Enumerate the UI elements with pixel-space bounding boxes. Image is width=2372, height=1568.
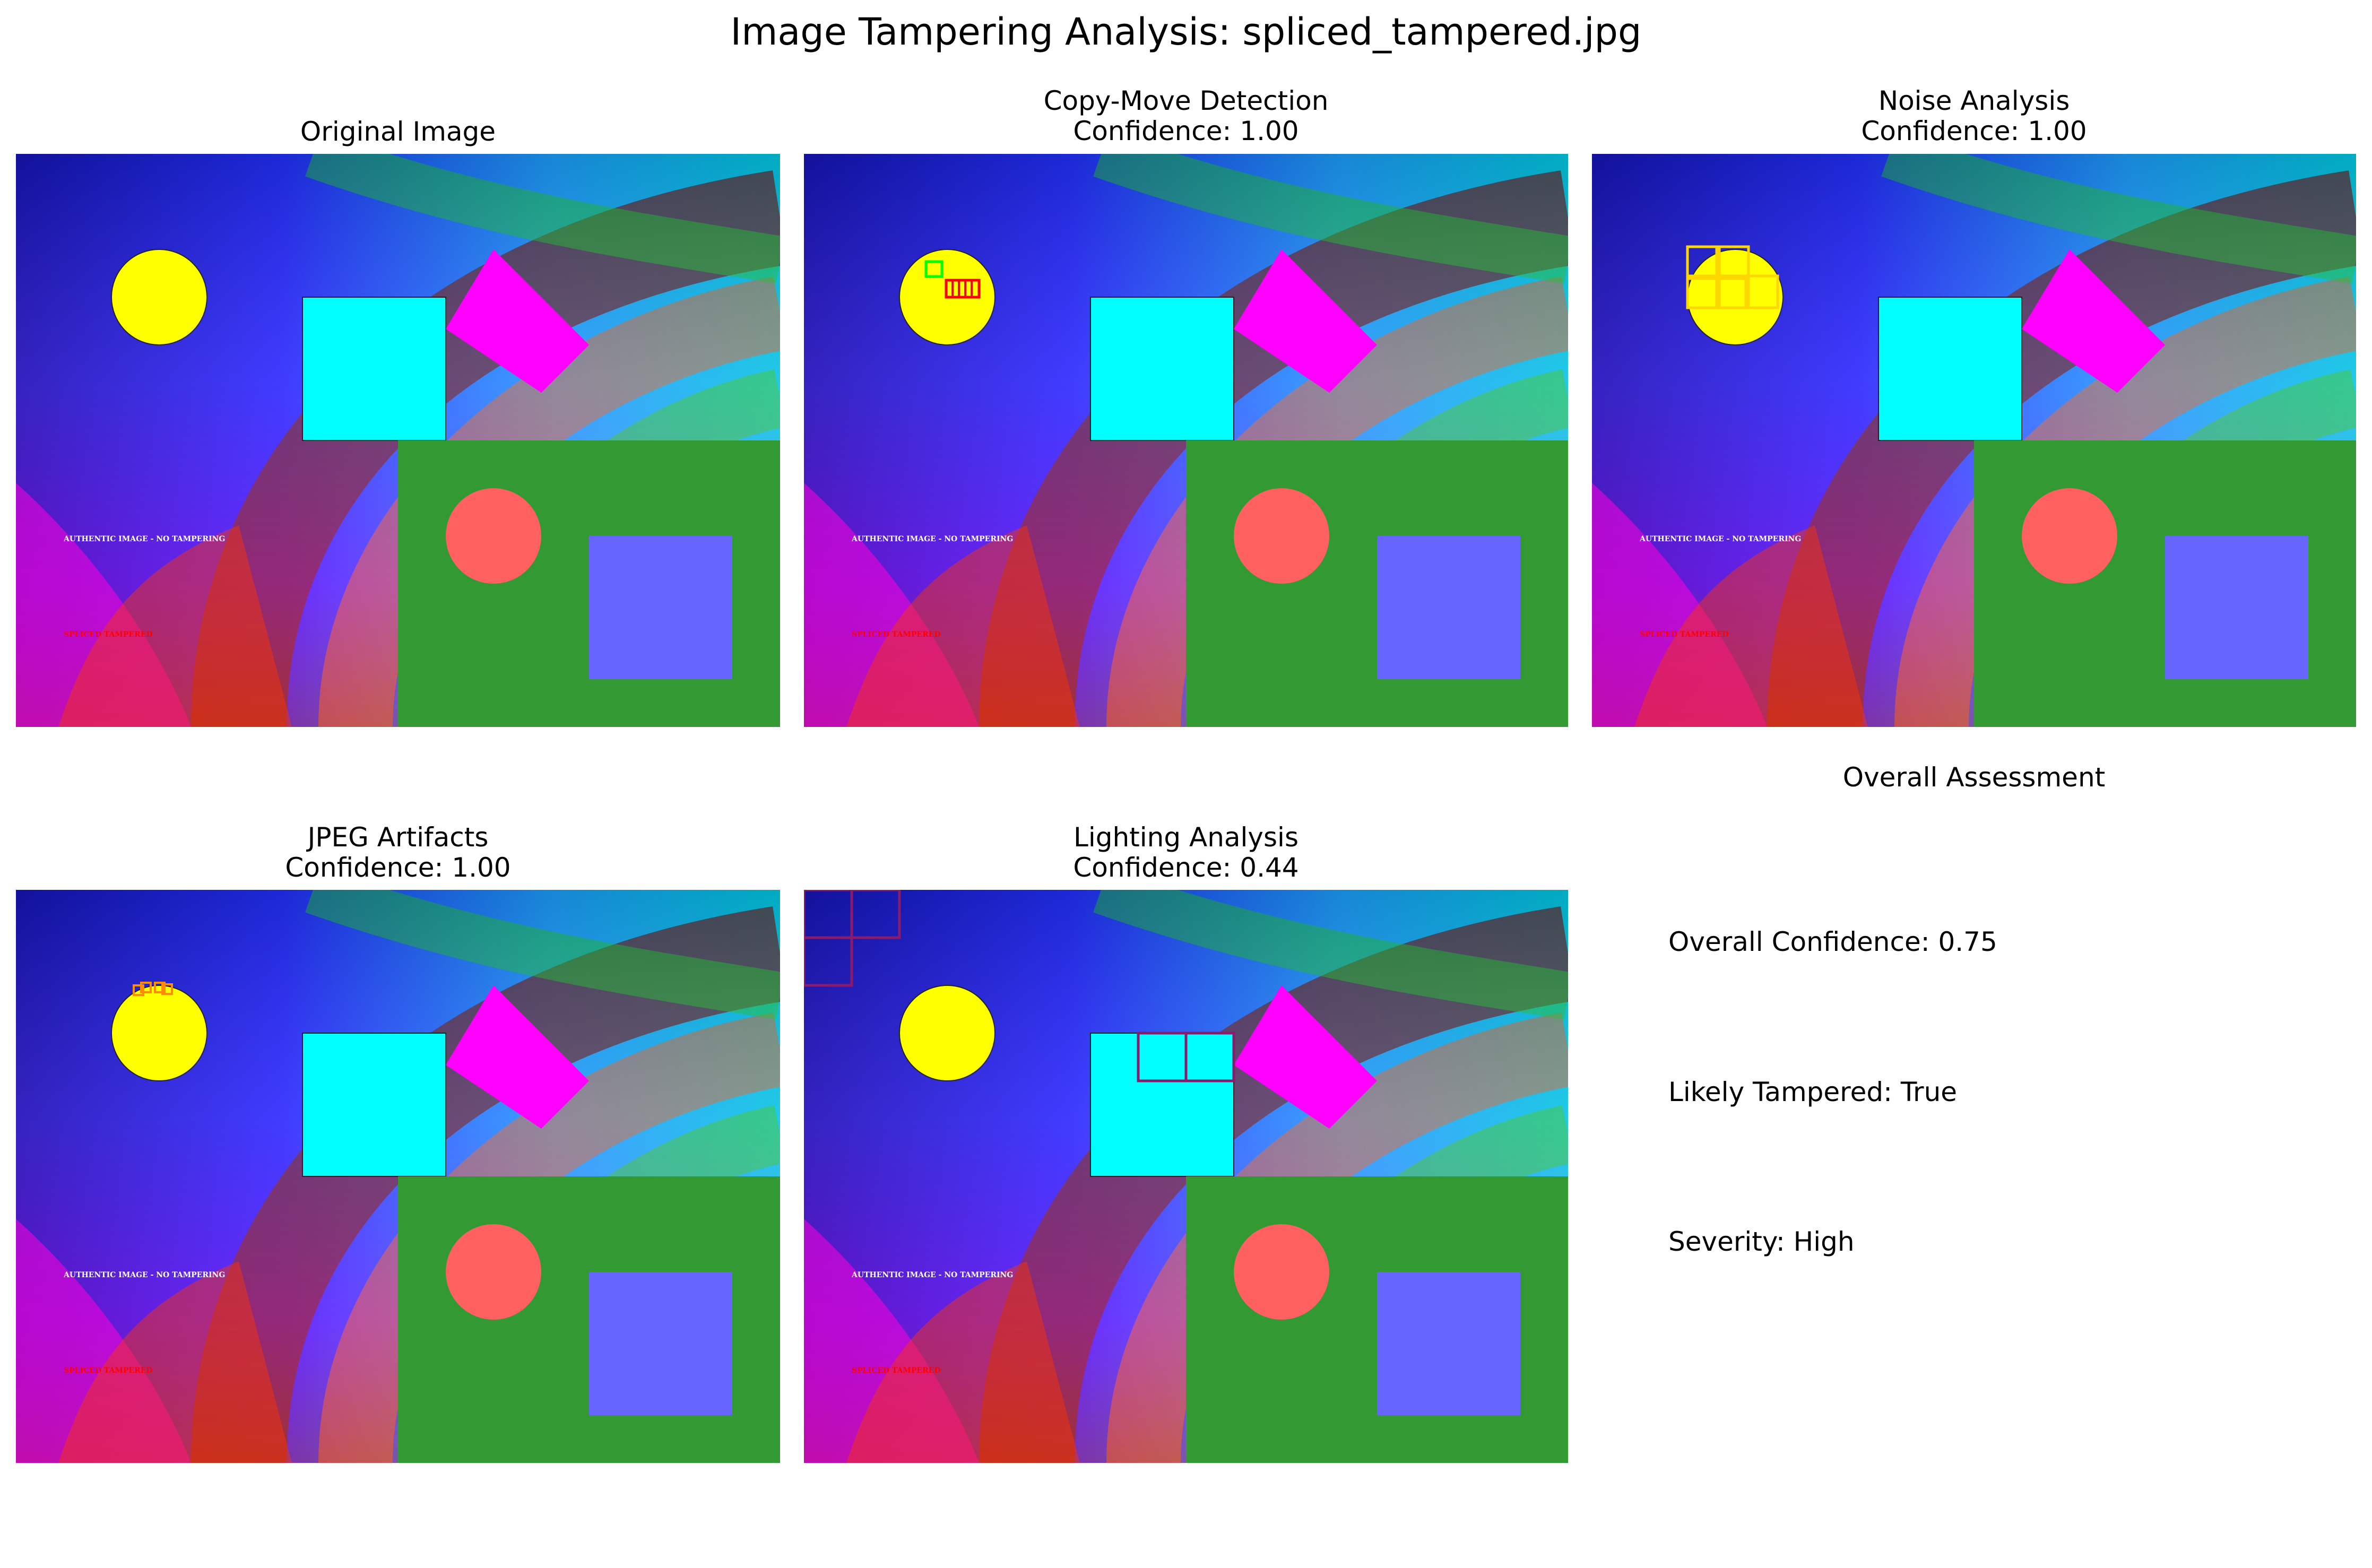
image-spliced-label: SPLICED TAMPERED [64,630,153,639]
overall-confidence-text: Overall Confidence: 0.75 [1668,926,1997,957]
severity-text: Severity: High [1668,1226,1855,1257]
lighting-inconsistency-boxes [804,890,1235,1082]
jpeg-artifacts-panel: AUTHENTIC IMAGE - NO TAMPERING SPLICED T… [16,890,780,1463]
panel-title-lighting: Lighting Analysis Confidence: 0.44 [804,822,1568,883]
noise-analysis-panel: AUTHENTIC IMAGE - NO TAMPERING SPLICED T… [1592,154,2356,727]
image-spliced-label: SPLICED TAMPERED [1640,630,1729,639]
image-spliced-label: SPLICED TAMPERED [852,630,941,639]
noise-region-boxes [1686,245,1779,309]
original-image-panel: AUTHENTIC IMAGE - NO TAMPERING SPLICED T… [16,154,780,727]
image-authentic-label: AUTHENTIC IMAGE - NO TAMPERING [1639,535,1801,543]
panel-title-text: Lighting Analysis [1074,822,1298,853]
confidence-label: Confidence: 1.00 [1861,116,2087,146]
figure-title: Image Tampering Analysis: spliced_tamper… [730,10,1642,54]
panel-title-jpeg: JPEG Artifacts Confidence: 1.00 [16,822,780,883]
copy-move-source-box [924,260,943,278]
panel-title-original: Original Image [16,117,780,147]
image-authentic-label: AUTHENTIC IMAGE - NO TAMPERING [63,1271,225,1279]
image-authentic-label: AUTHENTIC IMAGE - NO TAMPERING [63,535,225,543]
likely-tampered-text: Likely Tampered: True [1668,1077,1958,1107]
lighting-analysis-panel: AUTHENTIC IMAGE - NO TAMPERING SPLICED T… [804,890,1568,1463]
panel-title-text: JPEG Artifacts [307,822,489,853]
assessment-title: Overall Assessment [1842,762,2106,793]
confidence-label: Confidence: 1.00 [285,852,511,883]
confidence-label: Confidence: 0.44 [1073,852,1299,883]
image-authentic-label: AUTHENTIC IMAGE - NO TAMPERING [851,535,1013,543]
image-spliced-label: SPLICED TAMPERED [852,1366,941,1375]
panel-title-copy-move: Copy-Move Detection Confidence: 1.00 [804,86,1568,146]
confidence-label: Confidence: 1.00 [1073,116,1299,146]
panel-title-text: Copy-Move Detection [1043,85,1329,116]
panel-title-noise: Noise Analysis Confidence: 1.00 [1592,86,2356,146]
panel-title-text: Noise Analysis [1878,85,2070,116]
panel-title-text: Original Image [300,116,496,147]
copy-move-panel: AUTHENTIC IMAGE - NO TAMPERING SPLICED T… [804,154,1568,727]
image-spliced-label: SPLICED TAMPERED [64,1366,153,1375]
copy-move-target-boxes [945,279,981,299]
jpeg-artifact-boxes [133,982,173,996]
image-authentic-label: AUTHENTIC IMAGE - NO TAMPERING [851,1271,1013,1279]
